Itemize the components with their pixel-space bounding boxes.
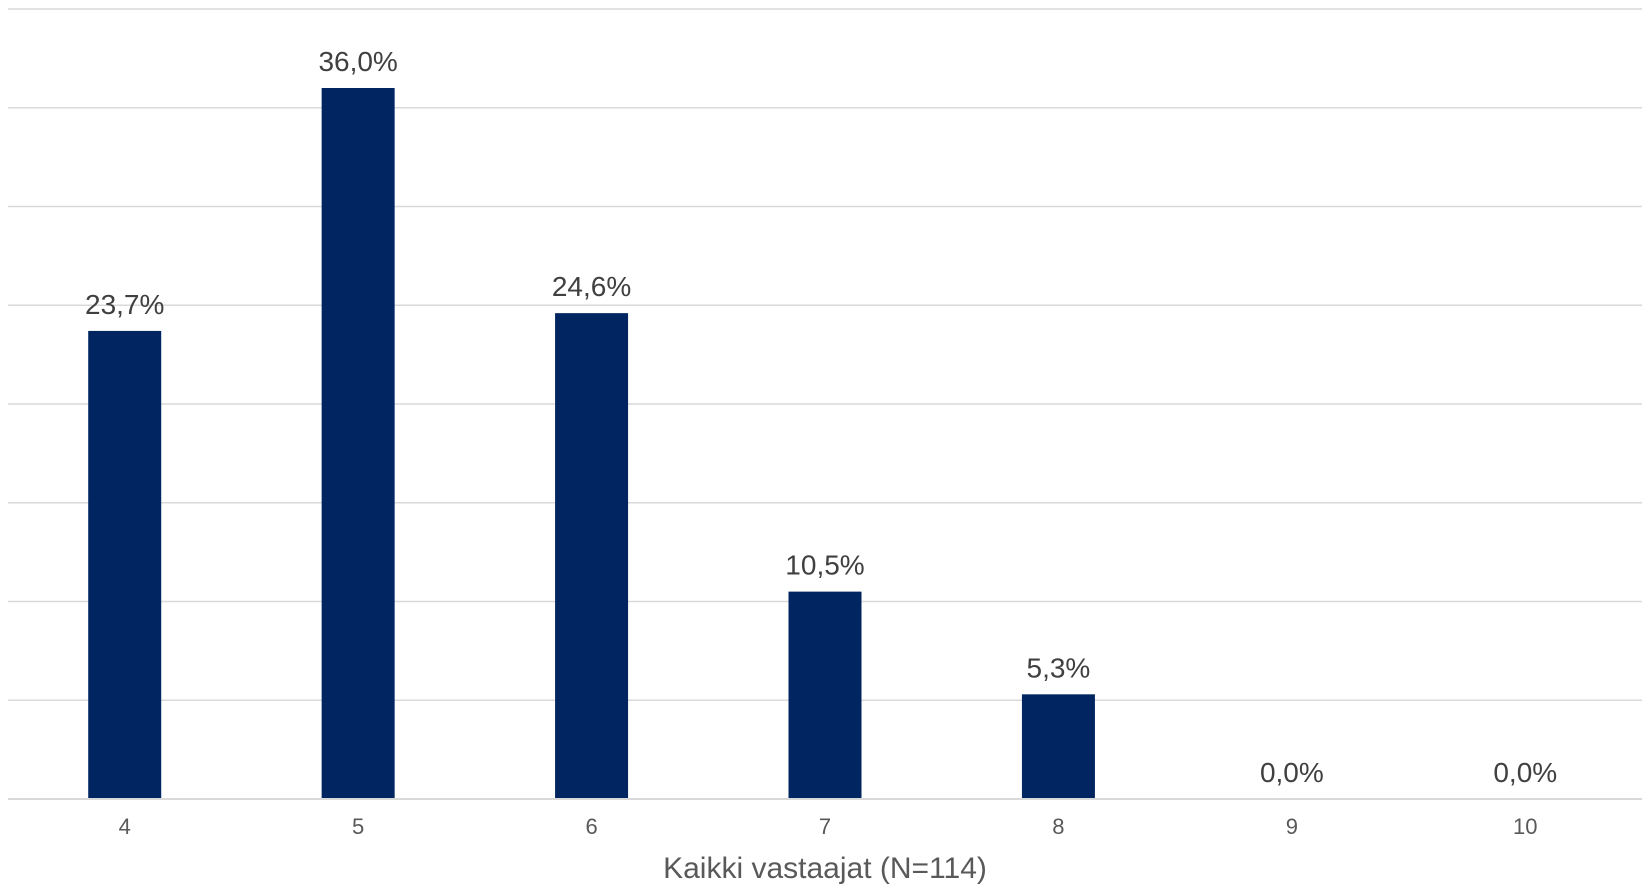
data-label-9: 0,0% — [1260, 757, 1324, 788]
data-label-4: 23,7% — [85, 289, 164, 320]
data-label-7: 10,5% — [785, 550, 864, 581]
x-tick-label-4: 4 — [119, 814, 131, 839]
data-label-6: 24,6% — [552, 271, 631, 302]
bar-7 — [788, 591, 862, 799]
x-tick-label-8: 8 — [1052, 814, 1064, 839]
data-label-8: 5,3% — [1027, 652, 1091, 683]
data-label-5: 36,0% — [318, 46, 397, 77]
x-tick-labels: 4 5 6 7 8 9 10 — [119, 814, 1538, 839]
x-tick-label-5: 5 — [352, 814, 364, 839]
bar-6 — [555, 313, 629, 799]
gridlines — [8, 8, 1642, 701]
x-axis-title: Kaikki vastaajat (N=114) — [663, 852, 987, 885]
x-tick-label-7: 7 — [819, 814, 831, 839]
x-tick-label-10: 10 — [1513, 814, 1537, 839]
bar-4 — [88, 330, 162, 799]
bar-5 — [321, 88, 395, 799]
x-tick-label-9: 9 — [1286, 814, 1298, 839]
data-labels: 23,7% 36,0% 24,6% 10,5% 5,3% 0,0% 0,0% — [85, 46, 1557, 788]
data-label-10: 0,0% — [1493, 757, 1557, 788]
bar-8 — [1021, 694, 1095, 799]
x-tick-label-6: 6 — [585, 814, 597, 839]
bars — [88, 88, 1095, 799]
